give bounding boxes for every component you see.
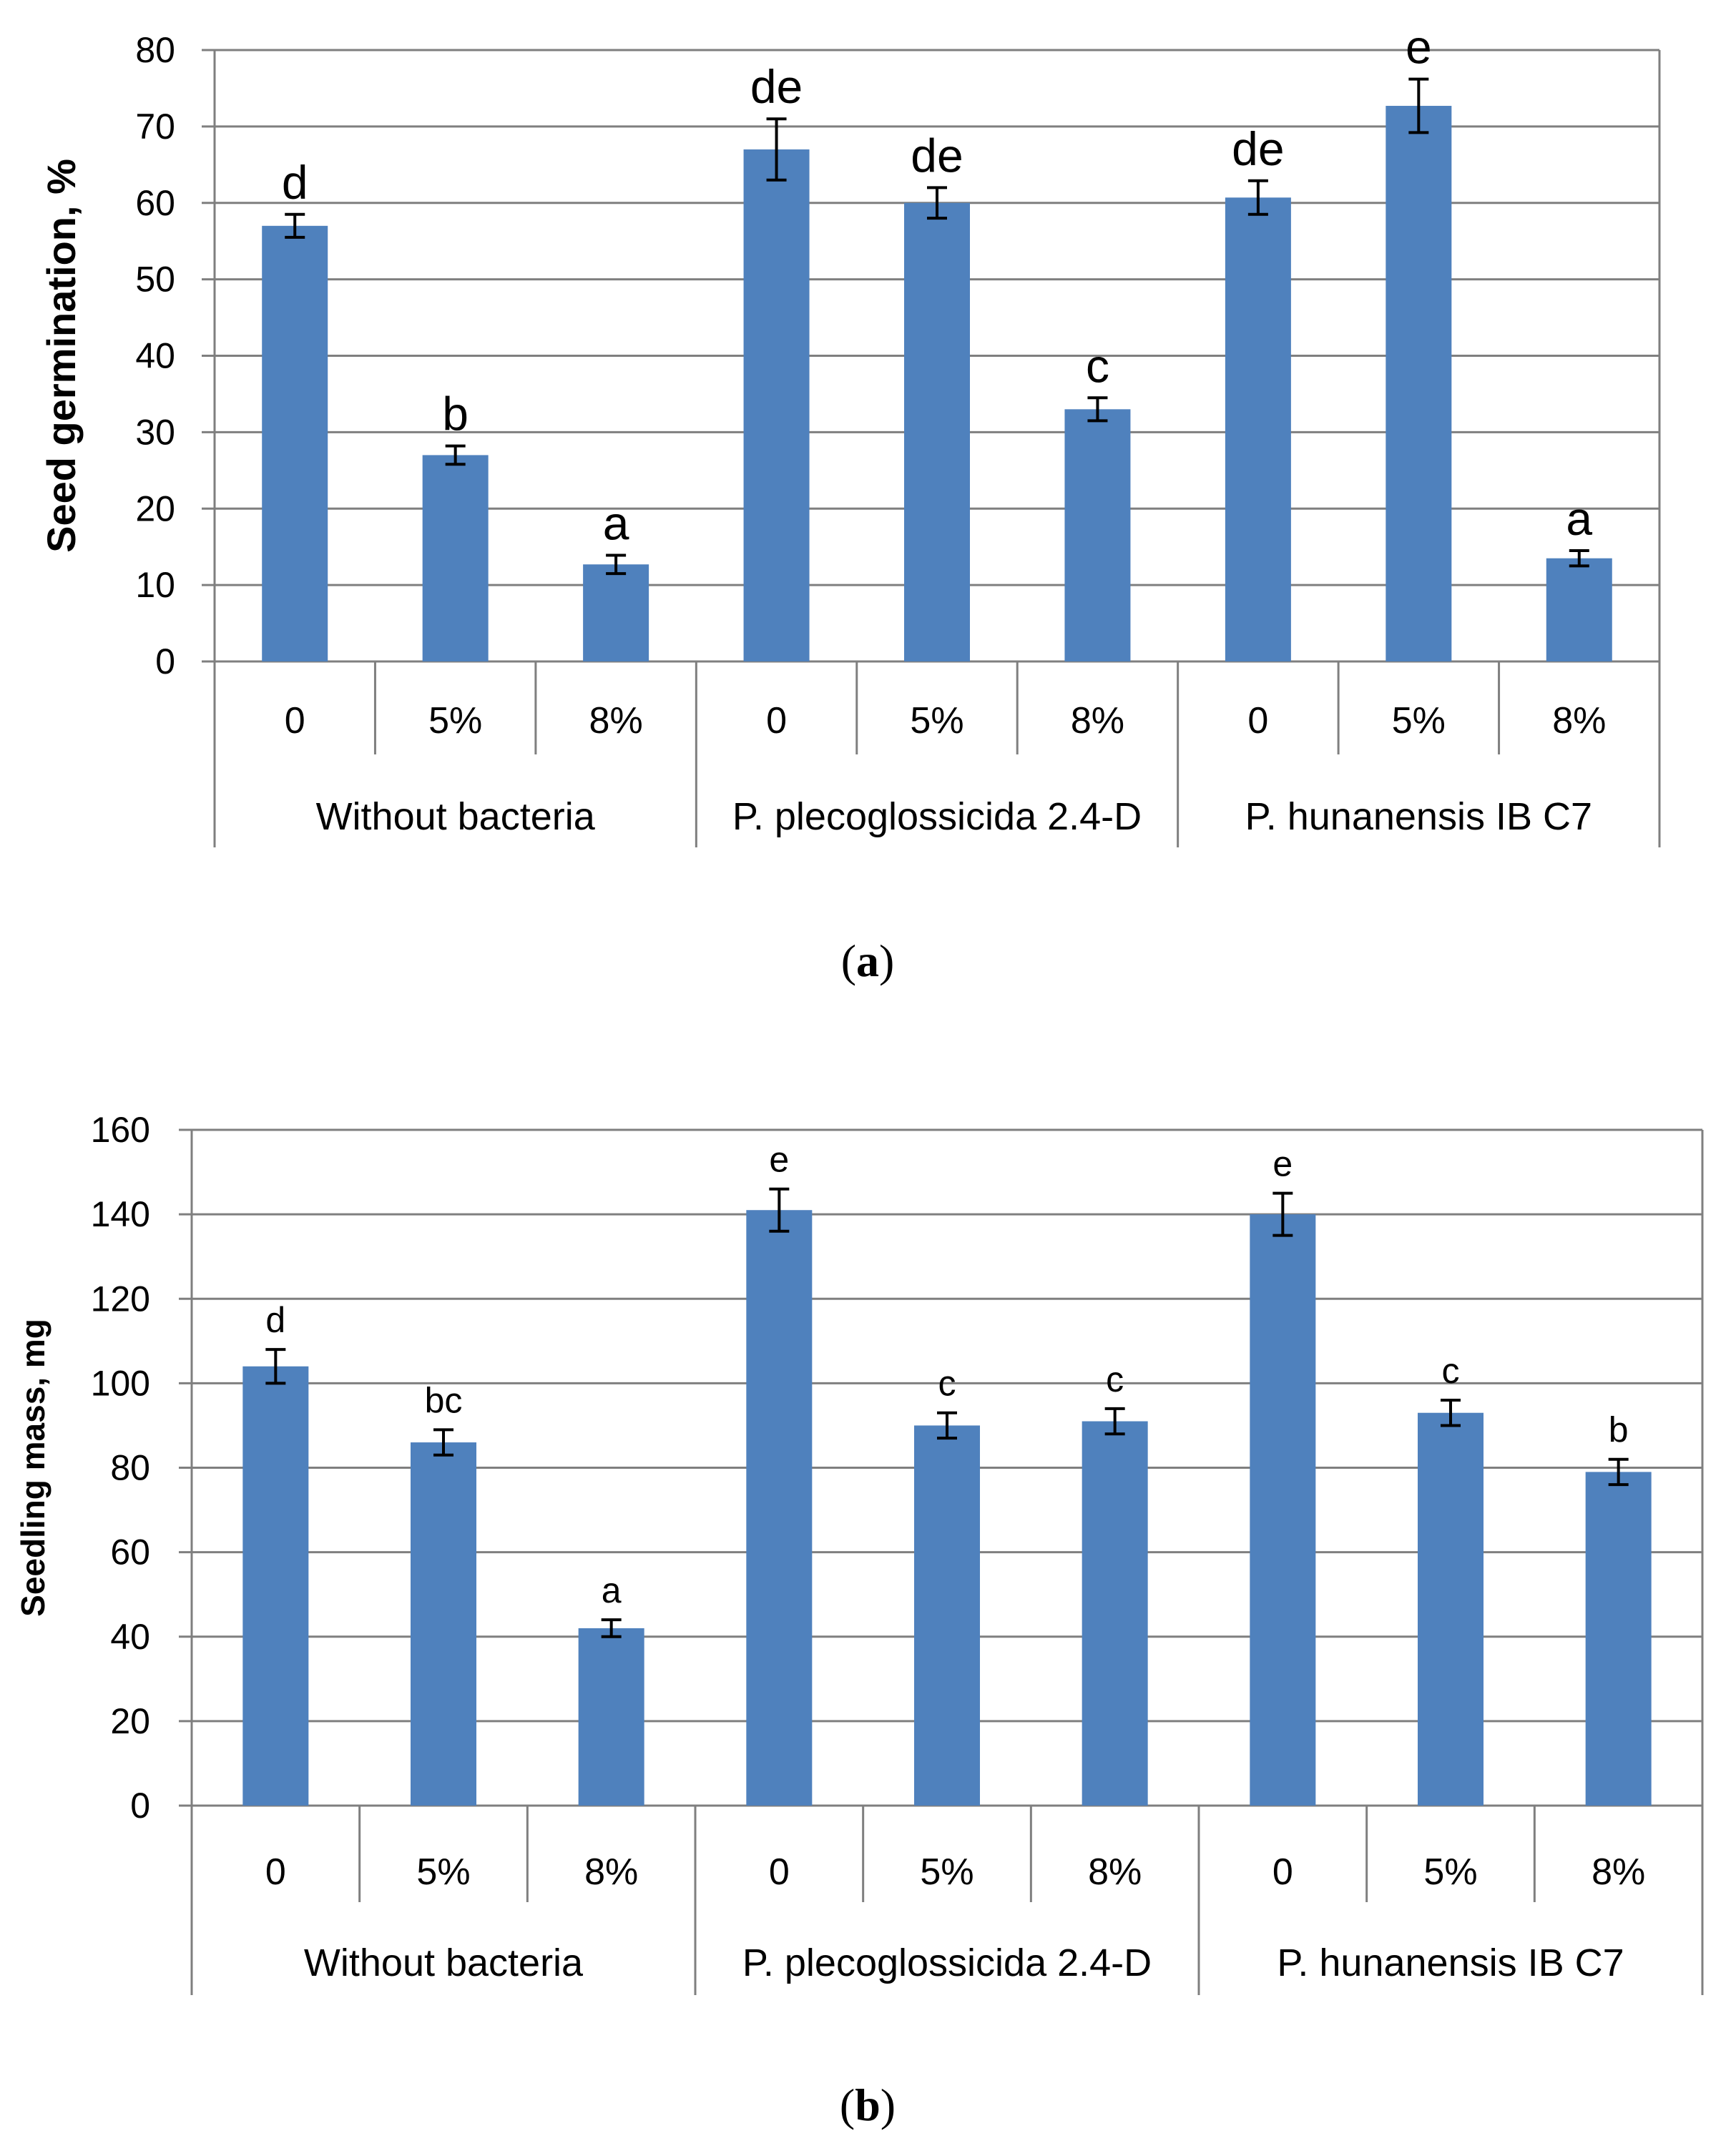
bar [1225,197,1291,661]
category-label: 5% [920,1851,974,1893]
significance-letter: a [603,496,629,549]
category-label: 0 [1272,1851,1293,1893]
y-axis-label: Seedling mass, mg [14,1319,52,1617]
bar [1082,1421,1148,1806]
y-tick-label: 140 [91,1194,150,1234]
significance-letter: e [1272,1144,1293,1184]
category-label: 5% [428,700,482,742]
significance-letter: de [1232,122,1284,175]
category-label: 5% [416,1851,470,1893]
y-tick-label: 20 [110,1701,150,1741]
significance-letter: c [938,1364,956,1404]
y-tick-label: 30 [135,412,175,452]
significance-letter: c [1442,1351,1460,1391]
y-tick-label: 40 [135,336,175,376]
y-tick-label: 120 [91,1279,150,1319]
y-tick-label: 10 [135,565,175,605]
significance-letter: de [750,60,803,113]
bar [743,149,810,661]
category-label: 5% [1423,1851,1477,1893]
panel-label-a: (a) [841,935,895,986]
group-label: Without bacteria [316,795,596,838]
group-label: P. plecoglossicida 2.4-D [732,795,1142,838]
bar [1250,1214,1316,1806]
bar [1585,1472,1652,1806]
y-tick-label: 80 [110,1448,150,1488]
y-tick-label: 0 [130,1786,150,1826]
category-label: 0 [285,700,305,742]
y-tick-label: 0 [155,641,175,681]
bar [904,202,970,661]
category-label: 0 [1247,700,1268,742]
bar [262,225,328,661]
y-tick-label: 50 [135,260,175,300]
chart-b-seedling-mass: 020406080100120140160d0bc5%a8%e0c5%c8%e0… [14,1110,1704,1995]
significance-letter: c [1086,339,1109,392]
bar [1386,106,1452,662]
bar [914,1425,980,1806]
significance-letter: b [1609,1410,1629,1450]
bar [746,1210,813,1806]
y-tick-label: 160 [91,1110,150,1150]
category-label: 5% [910,700,963,742]
category-label: 0 [766,700,787,742]
category-label: 8% [1071,700,1124,742]
bar [422,455,489,661]
y-tick-label: 70 [135,107,175,147]
y-tick-label: 20 [135,488,175,528]
significance-letter: a [602,1570,622,1610]
bar [1546,558,1612,661]
significance-letter: d [282,156,308,209]
significance-letter: c [1106,1359,1124,1399]
bar [578,1628,644,1806]
significance-letter: e [769,1140,789,1180]
category-label: 8% [1592,1851,1645,1893]
significance-letter: d [265,1300,285,1340]
panel-label-b: (b) [840,2079,896,2130]
bar [242,1366,309,1806]
significance-letter: de [911,129,963,182]
category-label: 0 [265,1851,286,1893]
y-tick-label: 60 [135,183,175,223]
significance-letter: b [442,388,469,440]
category-label: 8% [584,1851,638,1893]
significance-letter: bc [425,1380,463,1420]
category-label: 0 [769,1851,790,1893]
category-label: 8% [1088,1851,1142,1893]
group-label: Without bacteria [304,1941,584,1984]
bar [1418,1412,1484,1806]
significance-letter: a [1566,492,1592,545]
y-tick-label: 80 [135,30,175,70]
significance-letter: e [1406,21,1432,74]
chart-a-seed-germination: 0 10 20 30 40 50 60 70 80 d 0 b 5% a 8% de 0 de 5% c 8% de 0 e 5… [39,21,1661,847]
group-label: P. plecoglossicida 2.4-D [742,1941,1152,1984]
y-axis-label: Seed germination, % [39,159,84,553]
bar [1064,409,1131,661]
category-label: 8% [589,700,643,742]
y-tick-label: 40 [110,1617,150,1657]
group-label: P. hunanensis IB C7 [1277,1941,1624,1984]
bar [583,564,649,661]
category-label: 5% [1392,700,1446,742]
y-tick-label: 100 [91,1363,150,1403]
group-label: P. hunanensis IB C7 [1245,795,1592,838]
y-tick-label: 60 [110,1532,150,1572]
bar [411,1442,476,1806]
category-label: 8% [1552,700,1606,742]
